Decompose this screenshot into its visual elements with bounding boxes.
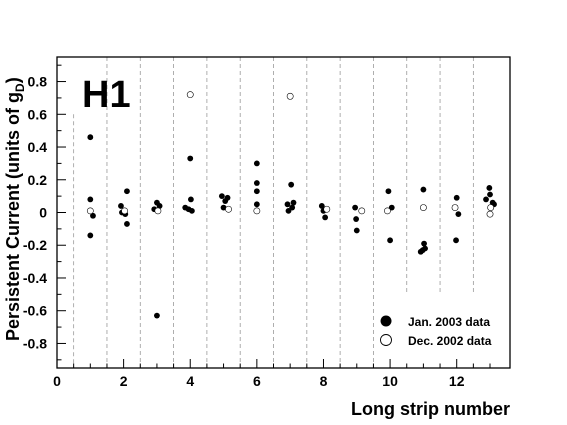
jan-2003-point [290, 199, 297, 206]
dec-2002-point [451, 204, 459, 211]
jan-2003-point [156, 203, 163, 209]
dec-2002-point [487, 204, 495, 211]
jan-2003-point [353, 227, 360, 234]
jan-2003-point [90, 212, 96, 219]
x-tick-label: 10 [382, 373, 398, 389]
legend-marker-jan-2003 [380, 315, 392, 327]
dec-2002-point [384, 207, 391, 215]
y-tick-label: 0 [39, 205, 47, 221]
x-tick-label: 2 [120, 373, 128, 389]
data-points [86, 91, 497, 319]
legend-label-jan-2003: Jan. 2003 data [408, 315, 490, 329]
jan-2003-point [385, 188, 392, 195]
dec-2002-point [186, 91, 194, 99]
dec-2002-point [358, 207, 366, 215]
jan-2003-point [453, 194, 460, 201]
jan-2003-point [453, 237, 459, 244]
x-axis-label: Long strip number [351, 399, 510, 419]
jan-2003-point [422, 245, 428, 252]
jan-2003-point [188, 196, 194, 203]
jan-2003-point [486, 185, 493, 191]
jan-2003-point [253, 180, 260, 186]
jan-2003-point [487, 191, 493, 198]
jan-2003-point [352, 204, 359, 211]
jan-2003-point [288, 181, 295, 188]
strip-separators [73, 57, 474, 368]
dec-2002-point [154, 207, 162, 215]
jan-2003-point [322, 214, 329, 221]
jan-2003-point [253, 188, 260, 195]
y-tick-label: 0.6 [28, 106, 48, 122]
y-axis-label: Persistent Current (units of gD) [3, 77, 27, 341]
jan-2003-point [124, 188, 130, 195]
y-tick-label: 0.4 [28, 139, 48, 155]
jan-2003-point [421, 240, 427, 247]
panel-label: H1 [82, 74, 131, 116]
dec-2002-point [486, 210, 494, 218]
dec-2002-point [419, 204, 427, 211]
y-tick-label: -0.6 [23, 303, 47, 319]
x-tick-labels: 0 2 4 6 8 10 12 [53, 373, 465, 389]
jan-2003-point [220, 204, 227, 211]
y-tick-label: -0.8 [23, 335, 47, 351]
jan-2003-point [118, 203, 124, 209]
y-axis-label-subscript: D [13, 83, 27, 92]
jan-2003-point [387, 237, 393, 244]
jan-2003-point [124, 221, 130, 227]
jan-2003-point [189, 207, 195, 214]
jan-2003-point [154, 312, 160, 319]
legend-label-dec-2002: Dec. 2002 data [408, 334, 492, 348]
jan-2003-point [318, 203, 325, 209]
legend-marker-dec-2002 [380, 334, 392, 346]
jan-2003-point [224, 194, 231, 201]
dec-2002-point [286, 92, 294, 100]
jan-2003-point [87, 134, 94, 141]
dec-2002-point [121, 207, 129, 215]
dec-2002-point [253, 207, 261, 215]
y-tick-label: -0.2 [23, 237, 47, 253]
dec-2002-point [86, 207, 94, 215]
y-tick-labels: -0.8 -0.6 -0.4 -0.2 0 0.2 0.4 0.6 0.8 [23, 74, 47, 352]
jan-2003-point [253, 201, 260, 208]
x-tick-label: 4 [186, 373, 194, 389]
y-tick-label: 0.8 [28, 74, 48, 90]
jan-2003-point [87, 232, 94, 239]
legend: Jan. 2003 data Dec. 2002 data [380, 315, 492, 348]
plot-frame [56, 56, 511, 369]
x-tick-label: 0 [53, 373, 61, 389]
x-tick-label: 8 [320, 373, 328, 389]
jan-2003-point [187, 155, 194, 162]
jan-2003-point [353, 216, 360, 222]
dec-2002-point [225, 205, 232, 213]
jan-2003-point [455, 211, 462, 218]
x-tick-label: 6 [253, 373, 261, 389]
jan-2003-point [253, 160, 260, 167]
x-tick-label: 12 [449, 373, 465, 389]
jan-2003-point [420, 186, 427, 193]
jan-2003-point [388, 204, 395, 211]
y-tick-label: 0.2 [28, 172, 48, 188]
y-axis-label-close: ) [3, 77, 23, 83]
jan-2003-point [87, 196, 94, 203]
jan-2003-point [289, 204, 296, 211]
jan-2003-point [284, 201, 291, 208]
y-axis-label-main: Persistent Current (units of g [3, 92, 23, 341]
jan-2003-point [483, 196, 489, 203]
dec-2002-point [323, 205, 331, 213]
y-tick-label: -0.4 [23, 270, 47, 286]
jan-2003-point [218, 193, 225, 200]
